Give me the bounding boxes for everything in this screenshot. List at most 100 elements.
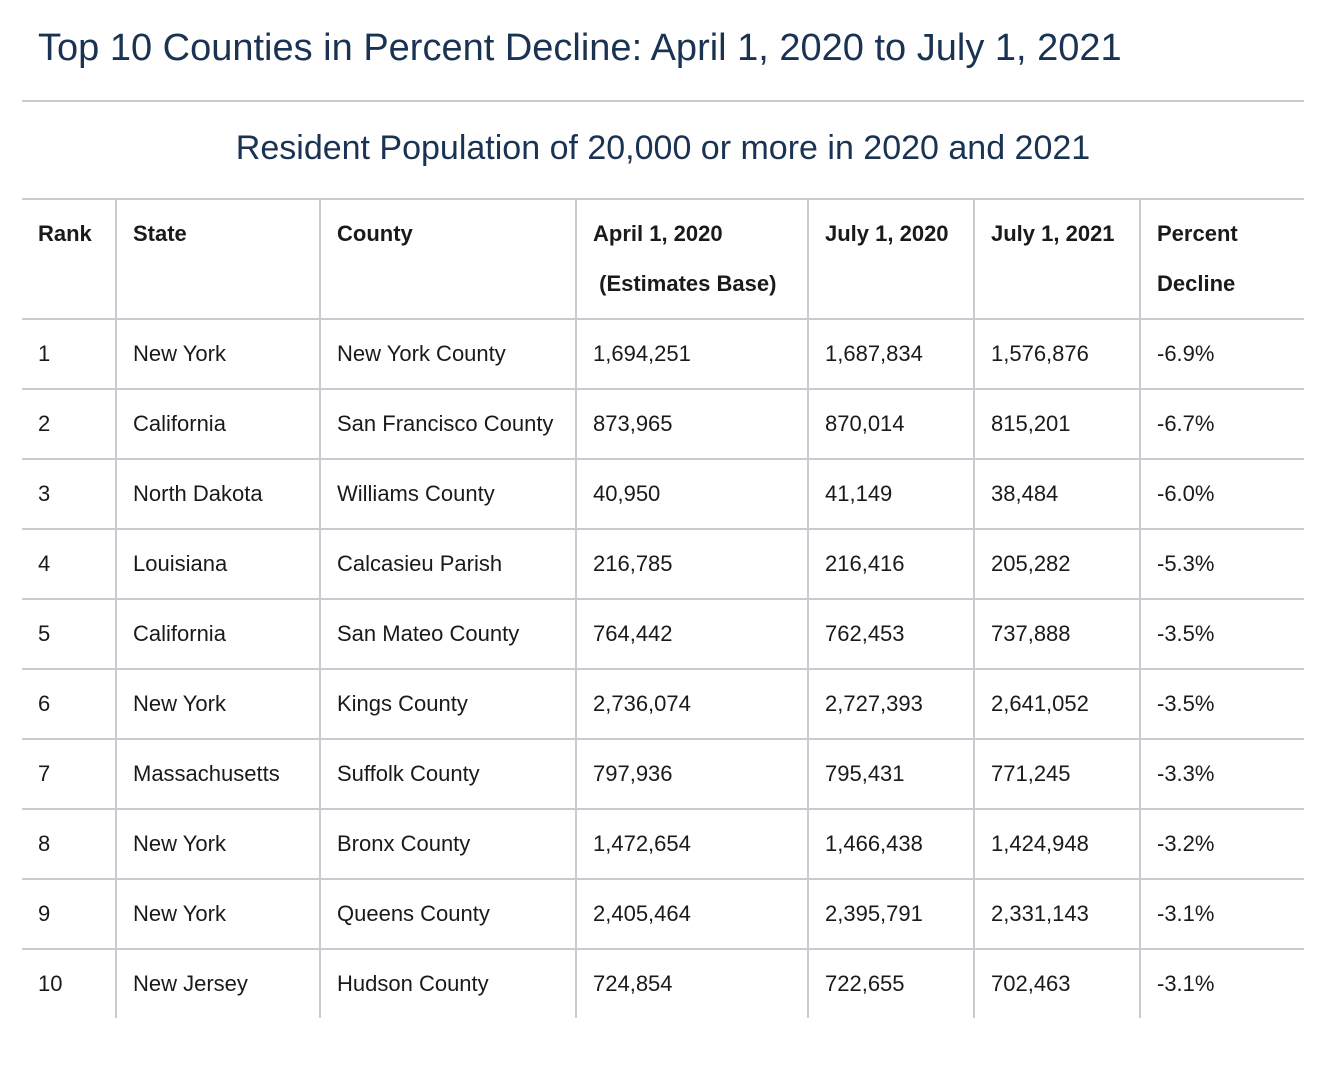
state-cell: New Jersey (115, 949, 320, 1018)
column-header-july-2020: July 1, 2020 (807, 199, 974, 320)
column-header-state: State (115, 199, 320, 320)
july-2020-cell: 762,453 (807, 599, 974, 670)
rank-cell: 10 (38, 971, 63, 996)
column-header-label: County (337, 221, 413, 246)
county-cell: New York County (319, 319, 576, 390)
rank-cell: 7 (22, 739, 116, 810)
county-cell: Bronx County (319, 809, 576, 880)
rank-cell: 2 (22, 389, 116, 460)
april-2020-cell: 2,405,464 (575, 879, 808, 950)
july-2021-cell: 205,282 (973, 529, 1140, 600)
july-2020-cell: 1,687,834 (807, 319, 974, 390)
column-header-july-2021: July 1, 2021 (973, 199, 1140, 320)
column-header-rank: Rank (22, 199, 116, 320)
county-cell: San Francisco County (319, 389, 576, 460)
percent-decline-cell: -6.0% (1139, 459, 1304, 530)
state-cell: New York (115, 879, 320, 950)
column-header-label: July 1, 2020 (825, 221, 949, 246)
table-caption: Resident Population of 20,000 or more in… (235, 129, 1091, 167)
april-2020-cell: 764,442 (575, 599, 808, 670)
rank-cell: 3 (22, 459, 116, 530)
rank-cell: 5 (22, 599, 116, 670)
county-cell: Calcasieu Parish (319, 529, 576, 600)
column-header-april-2020: April 1, 2020 (Estimates Base) (575, 199, 808, 320)
column-header-label: Percent (1157, 221, 1238, 246)
july-2020-cell: 216,416 (807, 529, 974, 600)
state-cell: New York (115, 669, 320, 740)
county-cell: Hudson County (319, 949, 576, 1018)
table-row: 5 California San Mateo County 764,442 762,45… (22, 599, 1304, 670)
april-2020-cell: 1,694,251 (575, 319, 808, 390)
percent-decline-cell: -3.5% (1139, 669, 1304, 740)
table-row: 1 New York New York County 1,694,251 1,687,8… (22, 319, 1304, 390)
july-2021-cell: 702,463 (973, 949, 1140, 1018)
percent-decline-cell: -3.1% (1139, 949, 1304, 1018)
july-2021-cell: 771,245 (973, 739, 1140, 810)
column-header-sublabel: (Estimates Base) (593, 271, 777, 296)
april-2020-cell: 1,472,654 (575, 809, 808, 880)
state-cell: California (115, 389, 320, 460)
page-title: Top 10 Counties in Percent Decline: Apri… (38, 27, 1122, 69)
table-body: 1 New York New York County 1,694,251 1,687,8… (22, 319, 1304, 1018)
table-row: 8 New York Bronx County 1,472,654 1,466,438 1… (22, 809, 1304, 880)
percent-decline-cell: -3.1% (1139, 879, 1304, 950)
state-cell: New York (115, 319, 320, 390)
april-2020-cell: 797,936 (575, 739, 808, 810)
state-cell: California (115, 599, 320, 670)
column-header-percent-decline: Percent Decline (1139, 199, 1304, 320)
rank-cell: 9 (22, 879, 116, 950)
percent-decline-cell: -5.3% (1139, 529, 1304, 600)
column-header-label: Rank (38, 221, 92, 246)
table-row: 10 New Jersey Hudson County 724,854 722,655 7… (22, 949, 1304, 1018)
april-2020-cell: 724,854 (575, 949, 808, 1018)
table-row: 3 North Dakota Williams County 40,950 41,149… (22, 459, 1304, 530)
july-2020-cell: 41,149 (807, 459, 974, 530)
july-2021-cell: 38,484 (973, 459, 1140, 530)
rank-cell: 1 (22, 319, 116, 390)
column-header-label: State (133, 221, 187, 246)
column-header-label: July 1, 2021 (991, 221, 1115, 246)
table-header-row: Rank State County April 1, 2020 (Estimat… (22, 199, 1304, 320)
rank-cell: 4 (22, 529, 116, 600)
april-2020-cell: 40,950 (575, 459, 808, 530)
column-header-sublabel: Decline (1157, 271, 1236, 296)
percent-decline-cell: -6.7% (1139, 389, 1304, 460)
july-2021-cell: 1,424,948 (973, 809, 1140, 880)
july-2020-cell: 1,466,438 (807, 809, 974, 880)
table-row: 9 New York Queens County 2,405,464 2,395,791… (22, 879, 1304, 950)
rank-cell: 8 (22, 809, 116, 880)
percent-decline-cell: -3.3% (1139, 739, 1304, 810)
april-2020-cell: 2,736,074 (575, 669, 808, 740)
percent-decline-cell: -3.2% (1139, 809, 1304, 880)
county-cell: San Mateo County (319, 599, 576, 670)
july-2020-cell: 722,655 (807, 949, 974, 1018)
rank-cell: 6 (22, 669, 116, 740)
county-decline-table: Rank State County April 1, 2020 (Estimat… (22, 198, 1304, 1018)
july-2021-cell: 737,888 (973, 599, 1140, 670)
column-header-county: County (319, 199, 576, 320)
state-cell: Louisiana (115, 529, 320, 600)
percent-decline-cell: -6.9% (1139, 319, 1304, 390)
july-2020-cell: 2,395,791 (807, 879, 974, 950)
table-row: 7 Massachusetts Suffolk County 797,936 795,4… (22, 739, 1304, 810)
state-cell: New York (115, 809, 320, 880)
state-cell: North Dakota (115, 459, 320, 530)
table-row: 2 California San Francisco County 873,965 87… (22, 389, 1304, 460)
april-2020-cell: 216,785 (575, 529, 808, 600)
table-row: 6 New York Kings County 2,736,074 2,727,393 2… (22, 669, 1304, 740)
county-cell: Queens County (319, 879, 576, 950)
july-2021-cell: 1,576,876 (973, 319, 1140, 390)
column-header-label: April 1, 2020 (593, 221, 723, 246)
county-cell: Kings County (319, 669, 576, 740)
july-2020-cell: 2,727,393 (807, 669, 974, 740)
july-2020-cell: 870,014 (807, 389, 974, 460)
county-cell: Williams County (319, 459, 576, 530)
july-2020-cell: 795,431 (807, 739, 974, 810)
county-cell: Suffolk County (319, 739, 576, 810)
april-2020-cell: 873,965 (575, 389, 808, 460)
percent-decline-cell: -3.5% (1139, 599, 1304, 670)
july-2021-cell: 815,201 (973, 389, 1140, 460)
title-divider (22, 100, 1304, 102)
july-2021-cell: 2,641,052 (973, 669, 1140, 740)
state-cell: Massachusetts (115, 739, 320, 810)
